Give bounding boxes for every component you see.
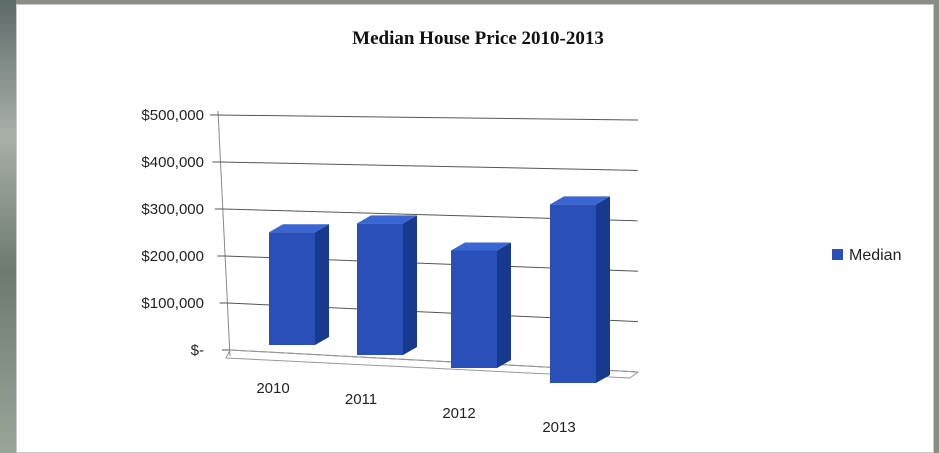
legend-label-median: Median — [849, 247, 901, 264]
chart-frame — [16, 4, 934, 453]
bar-2012 — [451, 242, 511, 368]
y-tick-label: $400,000 — [141, 154, 204, 171]
bar-front-face — [269, 232, 315, 345]
y-tick-label: $- — [191, 342, 204, 359]
gridline — [220, 161, 639, 171]
bar-side-face — [497, 242, 511, 368]
bar-2011 — [357, 215, 417, 355]
bar-2010 — [269, 224, 329, 345]
y-axis-line — [217, 110, 231, 357]
bar-top-face — [451, 242, 511, 251]
bar-side-face — [403, 215, 417, 355]
bar-top-face — [269, 224, 329, 233]
x-tick-label: 2012 — [442, 405, 475, 422]
bar-front-face — [550, 204, 596, 383]
y-tick-label: $100,000 — [141, 295, 204, 312]
y-axis-ticks: $- $100,000 $200,000 $300,000 $400,000 $500,0… — [141, 107, 204, 359]
bar-front-face — [357, 223, 403, 355]
bar-2013 — [550, 196, 610, 383]
bar-side-face — [596, 196, 610, 383]
y-tick-label: $500,000 — [141, 107, 204, 124]
y-tick-label: $200,000 — [141, 248, 204, 265]
gridline — [217, 114, 639, 121]
bar-side-face — [315, 224, 329, 345]
x-axis-ticks: 2010 2011 2012 2013 — [256, 380, 575, 436]
chart-title: Median House Price 2010-2013 — [352, 28, 604, 49]
chart-bars — [269, 196, 610, 383]
bar-top-face — [357, 215, 417, 224]
legend-swatch-median — [832, 249, 843, 260]
bar-front-face — [451, 250, 497, 368]
bar-top-face — [550, 196, 610, 205]
x-tick-label: 2013 — [542, 419, 575, 436]
chart-legend: Median — [832, 247, 901, 264]
background-photo-edge — [0, 0, 16, 453]
y-tick-label: $300,000 — [141, 201, 204, 218]
x-tick-label: 2011 — [345, 391, 377, 408]
x-tick-label: 2010 — [256, 380, 289, 397]
